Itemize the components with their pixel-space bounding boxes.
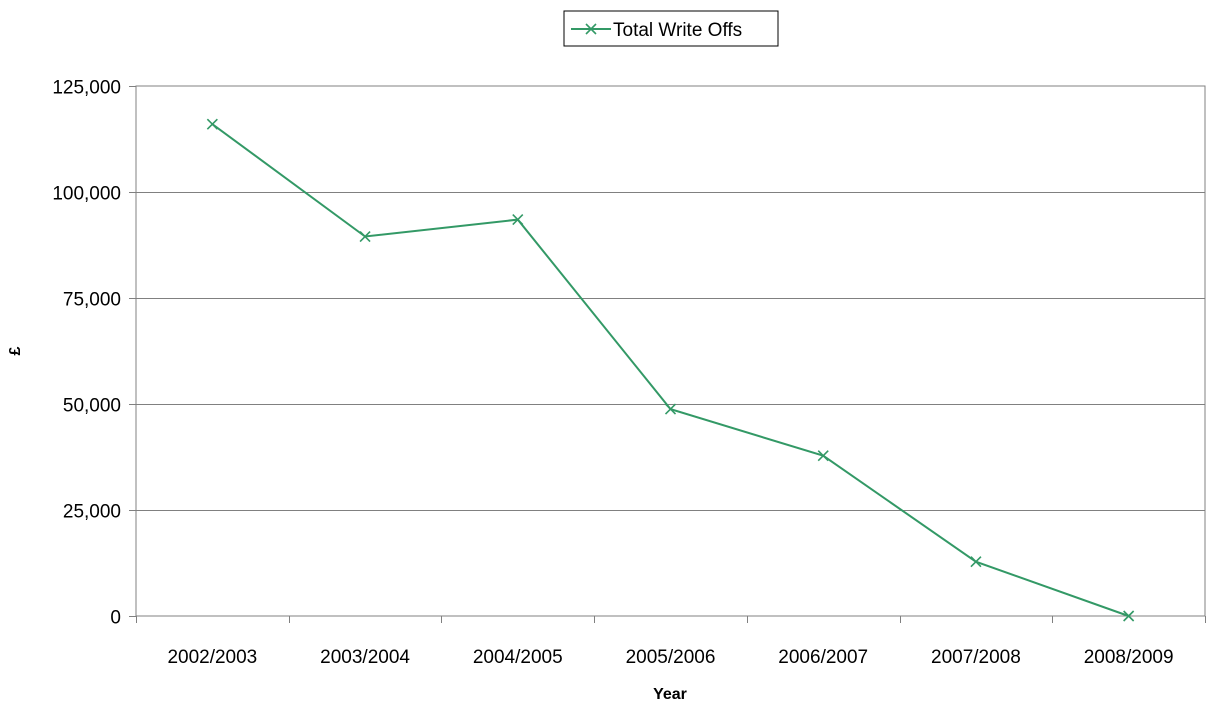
marker-stroke <box>1123 610 1135 622</box>
y-axis-ticks <box>129 86 136 617</box>
data-point-marker <box>970 556 982 568</box>
series-markers <box>206 118 1135 622</box>
y-axis-tick-labels: 0 25,000 50,000 75,000 100,000 125,000 <box>52 78 121 629</box>
y-tick-label: 50,000 <box>63 396 121 417</box>
x-axis-title: Year <box>653 686 687 703</box>
data-point-marker <box>512 213 524 226</box>
gridlines <box>136 192 1205 511</box>
marker-stroke <box>664 403 677 415</box>
marker-stroke <box>970 556 982 568</box>
x-tick-label: 2005/2006 <box>626 647 716 668</box>
x-tick-label: 2006/2007 <box>778 647 868 668</box>
x-tick-label: 2002/2003 <box>167 647 257 668</box>
y-axis-title: £ <box>7 346 24 355</box>
legend-x-marker-icon <box>585 23 597 35</box>
x-tick-label: 2003/2004 <box>320 647 410 668</box>
marker-stroke <box>817 450 829 462</box>
data-point-marker <box>206 118 218 130</box>
marker-stroke <box>512 213 524 226</box>
data-point-marker <box>664 403 677 415</box>
y-tick-label: 75,000 <box>63 290 121 311</box>
marker-stroke <box>206 118 218 130</box>
plot-area <box>129 85 1206 623</box>
x-axis-tick-labels: 2002/2003 2003/2004 2004/2005 2005/2006 2006… <box>167 647 1173 668</box>
y-tick-label: 125,000 <box>52 78 121 99</box>
plot-border <box>135 85 1206 617</box>
legend: Total Write Offs <box>563 10 779 47</box>
data-point-marker <box>1123 610 1135 622</box>
marker-stroke <box>359 230 371 243</box>
x-axis-ticks <box>136 616 1206 623</box>
data-point-marker <box>359 230 371 243</box>
y-tick-label: 100,000 <box>52 184 121 205</box>
x-tick-label: 2007/2008 <box>931 647 1021 668</box>
x-tick-label: 2004/2005 <box>473 647 563 668</box>
y-tick-label: 0 <box>110 608 121 629</box>
x-tick-label: 2008/2009 <box>1084 647 1174 668</box>
data-point-marker <box>817 450 829 462</box>
legend-label: Total Write Offs <box>613 20 742 41</box>
y-tick-label: 25,000 <box>63 502 121 523</box>
